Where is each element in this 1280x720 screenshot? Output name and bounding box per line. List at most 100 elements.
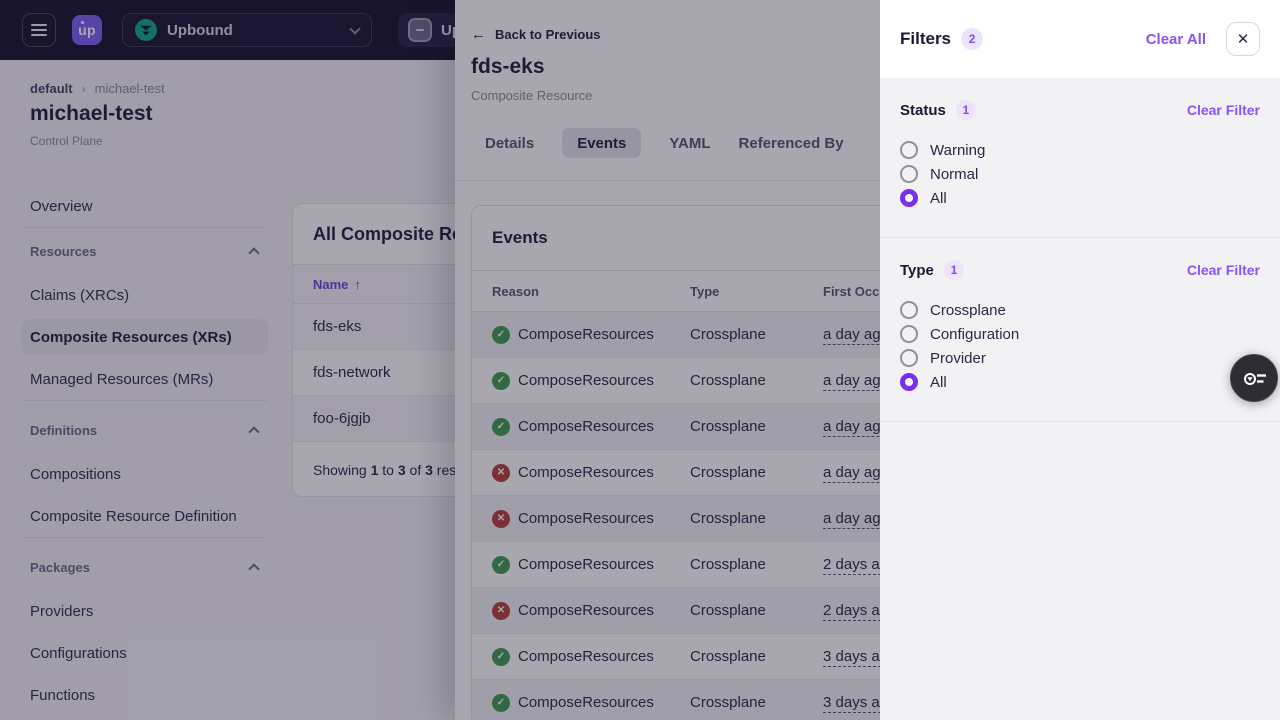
success-icon: ✓: [492, 371, 510, 390]
column-type: Type: [690, 283, 720, 299]
radio-unselected-icon: [900, 325, 918, 343]
hamburger-icon: [31, 24, 47, 26]
event-reason: ComposeResources: [518, 602, 654, 619]
tab-yaml[interactable]: YAML: [669, 134, 711, 152]
radio-unselected-icon: [900, 165, 918, 183]
radio-unselected-icon: [900, 141, 918, 159]
event-first-occurred[interactable]: a day ago: [823, 464, 889, 483]
filter-option-all-type[interactable]: All: [900, 370, 1260, 394]
table-row[interactable]: ✕ ComposeResources Crossplane a day ago: [472, 450, 1030, 496]
event-type: Crossplane: [690, 372, 766, 389]
radio-selected-icon: [900, 373, 918, 391]
sidebar-section-definitions[interactable]: Definitions: [16, 407, 274, 453]
org-selector-dropdown[interactable]: Upbound: [122, 13, 372, 47]
clear-filter-button[interactable]: Clear Filter: [1186, 262, 1260, 278]
event-reason: ComposeResources: [518, 556, 654, 573]
filter-option-warning[interactable]: Warning: [900, 138, 1260, 162]
tab-events[interactable]: Events: [562, 128, 642, 158]
success-icon: ✓: [492, 417, 510, 436]
sidebar-item-overview[interactable]: Overview: [30, 197, 93, 215]
breadcrumb: default › michael-test: [30, 81, 165, 96]
tab-details[interactable]: Details: [485, 134, 535, 152]
sidebar-section-resources[interactable]: Resources: [16, 228, 274, 274]
event-reason: ComposeResources: [518, 510, 654, 527]
filter-count-badge: 1: [943, 260, 964, 280]
event-type: Crossplane: [690, 326, 766, 343]
filter-section-type: Type 1 Clear Filter Crossplane Configura…: [880, 238, 1280, 422]
sidebar-section-packages[interactable]: Packages: [16, 544, 274, 590]
success-icon: ✓: [492, 555, 510, 574]
close-button[interactable]: ✕: [1226, 22, 1260, 56]
filter-option-crossplane[interactable]: Crossplane: [900, 298, 1260, 322]
sidebar-item-providers[interactable]: Providers: [30, 602, 94, 620]
sidebar-item-compositions[interactable]: Compositions: [30, 465, 121, 483]
page-title: michael-test: [30, 102, 153, 125]
table-row[interactable]: ✓ ComposeResources Crossplane 2 days ago: [472, 542, 1030, 588]
sidebar-item-xrd[interactable]: Composite Resource Definition: [30, 507, 237, 525]
event-type: Crossplane: [690, 602, 766, 619]
sidebar: Overview Resources Claims (XRCs) Composi…: [16, 185, 274, 716]
event-type: Crossplane: [690, 418, 766, 435]
breadcrumb-root[interactable]: default: [30, 81, 73, 96]
divider: [22, 227, 268, 228]
radio-selected-icon: [900, 189, 918, 207]
breadcrumb-current: michael-test: [94, 81, 165, 96]
filter-option-provider[interactable]: Provider: [900, 346, 1260, 370]
filter-option-all-status[interactable]: All: [900, 186, 1260, 210]
sidebar-item-functions[interactable]: Functions: [30, 686, 96, 704]
event-first-occurred[interactable]: 3 days ago: [823, 648, 897, 667]
radio-unselected-icon: [900, 301, 918, 319]
filter-count-badge: 1: [955, 100, 976, 120]
event-first-occurred[interactable]: a day ago: [823, 418, 889, 437]
table-row[interactable]: ✓ ComposeResources Crossplane 3 days ago: [472, 634, 1030, 680]
column-reason: Reason: [492, 283, 539, 299]
org-avatar-icon: [135, 19, 157, 41]
upbound-logo[interactable]: up: [72, 15, 102, 45]
filter-option-configuration[interactable]: Configuration: [900, 322, 1260, 346]
event-first-occurred[interactable]: a day ago: [823, 372, 889, 391]
sidebar-item-configurations[interactable]: Configurations: [30, 644, 127, 662]
event-first-occurred[interactable]: a day ago: [823, 326, 889, 345]
account-avatar-icon: [408, 18, 432, 42]
event-type: Crossplane: [690, 464, 766, 481]
event-first-occurred[interactable]: 3 days ago: [823, 694, 897, 713]
divider: [22, 400, 268, 401]
table-row[interactable]: ✓ ComposeResources Crossplane 3 days ago: [472, 680, 1030, 720]
event-type: Crossplane: [690, 510, 766, 527]
tab-referenced-by[interactable]: Referenced By: [738, 134, 844, 152]
event-type: Crossplane: [690, 556, 766, 573]
error-icon: ✕: [492, 509, 510, 528]
clear-filter-button[interactable]: Clear Filter: [1186, 102, 1260, 118]
event-reason: ComposeResources: [518, 648, 654, 665]
breadcrumb-separator-icon: ›: [81, 81, 86, 96]
filter-section-status: Status 1 Clear Filter Warning Normal All: [880, 78, 1280, 238]
table-row[interactable]: ✓ ComposeResources Crossplane a day ago: [472, 358, 1030, 404]
event-first-occurred[interactable]: a day ago: [823, 510, 889, 529]
error-icon: ✕: [492, 463, 510, 482]
drawer-subtitle: Composite Resource: [471, 88, 593, 103]
success-icon: ✓: [492, 325, 510, 344]
event-type: Crossplane: [690, 694, 766, 711]
drawer-header: ← Back to Previous fds-eks Composite Res…: [455, 0, 1055, 181]
success-icon: ✓: [492, 647, 510, 666]
filter-option-normal[interactable]: Normal: [900, 162, 1260, 186]
filter-section-title: Status: [900, 101, 946, 119]
back-arrow-icon: ←: [471, 26, 486, 43]
hamburger-menu-button[interactable]: [22, 13, 56, 47]
filter-section-title: Type: [900, 261, 934, 279]
sort-ascending-icon: ↑: [354, 276, 361, 292]
success-icon: ✓: [492, 693, 510, 712]
back-to-previous-button[interactable]: ← Back to Previous: [471, 26, 601, 43]
event-first-occurred[interactable]: 2 days ago: [823, 602, 897, 621]
logo-text: up: [78, 22, 96, 38]
sidebar-item-managed-resources[interactable]: Managed Resources (MRs): [30, 370, 214, 388]
event-type: Crossplane: [690, 648, 766, 665]
event-reason: ComposeResources: [518, 418, 654, 435]
event-first-occurred[interactable]: 2 days ago: [823, 556, 897, 575]
sidebar-item-composite-resources[interactable]: Composite Resources (XRs): [22, 319, 268, 355]
org-selector-label: Upbound: [167, 21, 233, 39]
clear-all-button[interactable]: Clear All: [1145, 30, 1206, 48]
event-reason: ComposeResources: [518, 694, 654, 711]
filters-toggle-fab[interactable]: [1230, 354, 1278, 402]
sidebar-item-claims[interactable]: Claims (XRCs): [30, 286, 130, 304]
